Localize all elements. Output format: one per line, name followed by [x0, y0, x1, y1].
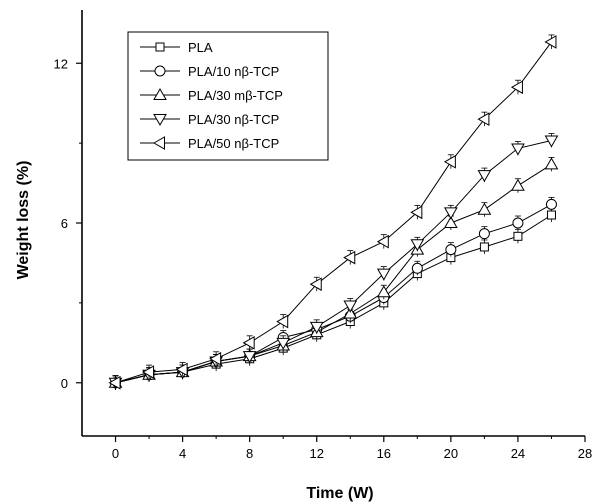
data-point — [175, 362, 188, 377]
y-tick-label: 0 — [61, 376, 68, 391]
data-point — [512, 217, 524, 229]
series-triangle-down — [108, 133, 559, 390]
legend-label: PLA/10 nβ-TCP — [188, 64, 279, 79]
data-point — [410, 239, 425, 252]
data-point — [142, 365, 155, 379]
series-line — [115, 140, 552, 384]
legend-marker — [154, 65, 166, 77]
x-tick-label: 20 — [444, 446, 458, 461]
x-tick-label: 4 — [179, 446, 186, 461]
legend-entry: PLA/50 nβ-TCP — [140, 136, 279, 151]
data-point — [477, 170, 492, 183]
legend-marker — [152, 136, 165, 150]
data-point — [511, 143, 525, 156]
legend-label: PLA — [188, 40, 213, 55]
legend-entry: PLA/30 nβ-TCP — [140, 112, 279, 127]
series — [108, 34, 559, 390]
data-point — [443, 154, 456, 169]
data-point — [376, 234, 389, 249]
data-point — [513, 231, 523, 241]
data-point — [511, 178, 525, 191]
ticks: 0 4 8 12 16 20 24 28 0 6 12 — [54, 56, 593, 461]
x-tick-label: 16 — [377, 446, 391, 461]
data-point — [544, 35, 557, 49]
data-point — [209, 351, 222, 366]
x-tick-label: 8 — [246, 446, 253, 461]
legend-marker — [153, 114, 167, 127]
data-point — [545, 198, 557, 210]
series-circle — [110, 196, 557, 390]
data-point — [445, 244, 457, 256]
data-point — [477, 202, 492, 215]
data-point — [510, 80, 523, 95]
x-tick-label: 28 — [578, 446, 592, 461]
data-point — [479, 242, 489, 252]
data-point — [478, 228, 490, 240]
legend-marker — [155, 42, 165, 52]
data-point — [276, 337, 291, 350]
data-point — [411, 262, 423, 274]
data-point — [544, 157, 559, 170]
data-point — [309, 321, 324, 334]
data-point — [343, 306, 358, 319]
x-tick-label: 0 — [112, 446, 119, 461]
data-point — [242, 351, 257, 364]
legend-label: PLA/50 nβ-TCP — [188, 136, 279, 151]
x-tick-label: 24 — [511, 446, 525, 461]
y-tick-label: 6 — [61, 216, 68, 231]
data-point — [544, 135, 559, 148]
x-axis-title: Time (W) — [306, 485, 373, 502]
legend-label: PLA/30 mβ-TCP — [188, 88, 283, 103]
data-point — [276, 314, 289, 329]
data-point — [376, 268, 391, 281]
y-tick-label: 12 — [54, 56, 68, 71]
series-line — [115, 163, 552, 384]
x-tick-label: 12 — [309, 446, 323, 461]
data-point — [343, 300, 358, 313]
y-axis-title: Weight loss (%) — [15, 161, 32, 280]
legend-label: PLA/30 nβ-TCP — [188, 112, 279, 127]
legend-entry: PLA — [140, 40, 213, 55]
data-point — [108, 375, 121, 390]
data-point — [444, 215, 458, 228]
data-point — [242, 335, 255, 350]
series-triangle-left — [108, 34, 557, 390]
series-triangle-up — [108, 157, 559, 390]
legend-entry: PLA/10 nβ-TCP — [140, 64, 279, 79]
data-point — [410, 205, 423, 220]
data-point — [477, 112, 490, 127]
data-point — [343, 250, 356, 265]
legend-entry: PLA/30 mβ-TCP — [140, 87, 283, 103]
series-line — [115, 41, 552, 384]
legend-marker — [153, 87, 167, 100]
data-point — [309, 277, 322, 292]
legend: PLA PLA/10 nβ-TCP PLA/30 mβ-TCP PLA/30 nβ-T… — [127, 31, 329, 161]
data-point — [376, 285, 391, 298]
data-point — [444, 207, 458, 220]
data-point — [546, 210, 556, 220]
